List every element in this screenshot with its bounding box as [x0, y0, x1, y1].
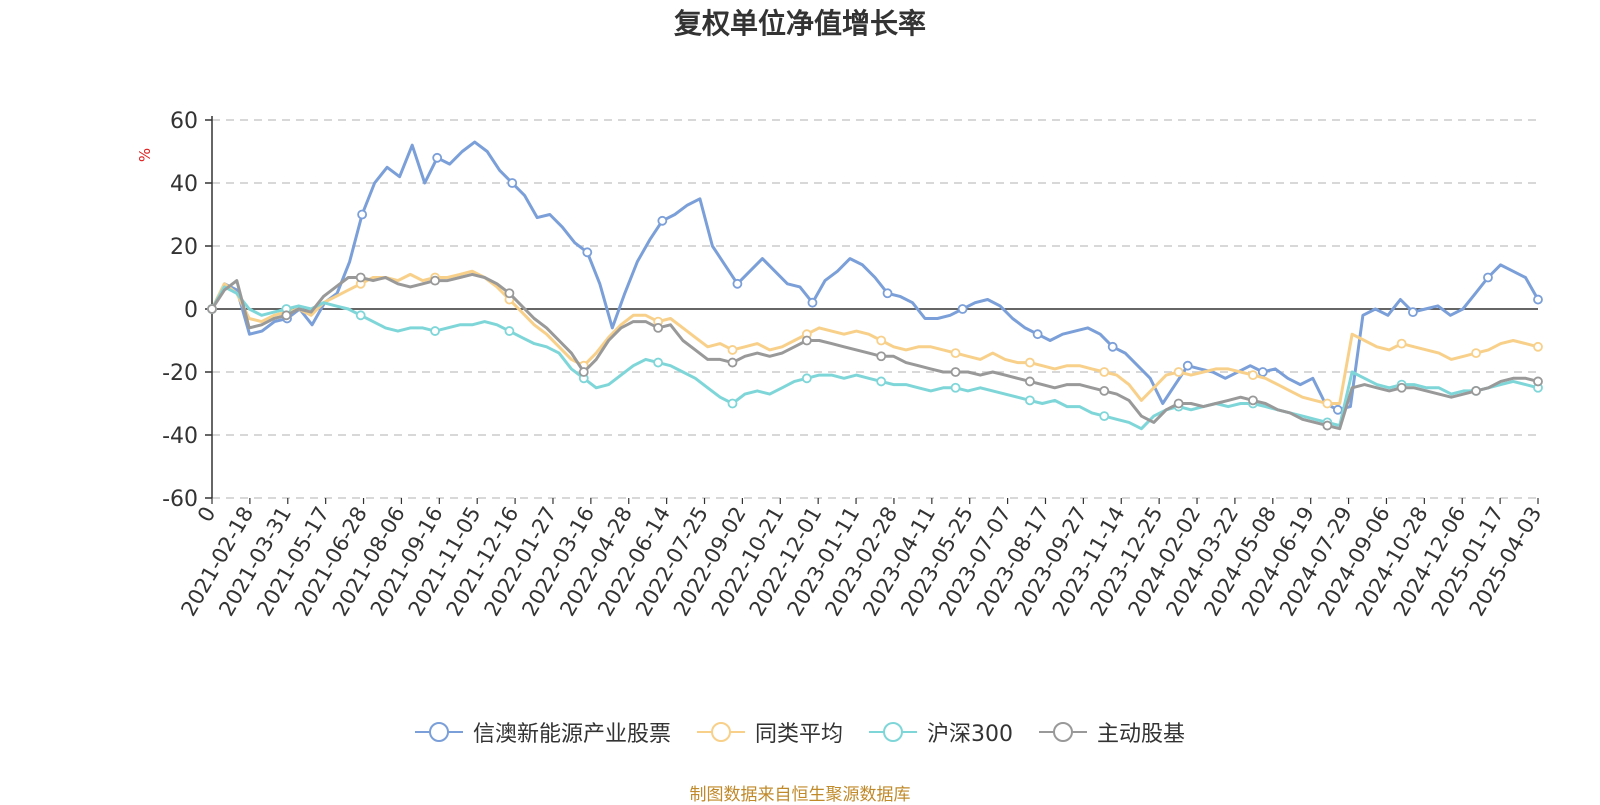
- data-point: [807, 297, 818, 308]
- data-point: [504, 288, 515, 299]
- data-point: [876, 335, 887, 346]
- legend-label-active-equity: 主动股基: [1097, 722, 1186, 747]
- data-point: [1248, 395, 1258, 406]
- data-point: [1322, 420, 1333, 431]
- data-point: [207, 304, 217, 314]
- data-point: [1173, 398, 1184, 409]
- data-point: [727, 345, 738, 355]
- y-tick-label: 60: [170, 109, 198, 134]
- data-point: [1025, 357, 1035, 368]
- data-point: [1032, 329, 1043, 340]
- line-chart: 6040200-20-40-6002021-02-182021-03-31202…: [162, 109, 1546, 620]
- data-point: [1099, 411, 1110, 422]
- data-point: [1483, 272, 1493, 283]
- data-point: [432, 152, 443, 163]
- data-point: [1248, 370, 1258, 381]
- data-point: [657, 215, 668, 226]
- y-tick-label: -60: [162, 487, 198, 512]
- data-point: [1173, 367, 1184, 377]
- data-point: [1322, 398, 1333, 409]
- legend-item-fund[interactable]: 信澳新能源产业股票: [414, 716, 671, 748]
- legend-item-peer-average[interactable]: 同类平均: [696, 716, 843, 748]
- series-line-1: [210, 269, 1539, 405]
- data-point: [1025, 395, 1035, 406]
- data-point: [950, 348, 961, 359]
- data-point: [1533, 341, 1543, 352]
- data-point: [357, 209, 368, 220]
- data-point: [882, 288, 893, 299]
- data-point: [1257, 367, 1268, 377]
- legend-marker-icon: [869, 722, 917, 742]
- data-point: [504, 326, 515, 336]
- y-tick-label: -40: [162, 424, 198, 449]
- y-tick-label: 40: [170, 172, 198, 197]
- data-point: [1396, 382, 1407, 393]
- data-point: [1533, 376, 1543, 387]
- legend-item-csi300[interactable]: 沪深300: [869, 716, 1013, 748]
- legend-marker-icon: [1039, 722, 1087, 742]
- data-point: [727, 357, 738, 368]
- data-point: [507, 178, 518, 188]
- data-point: [653, 322, 664, 333]
- data-point: [801, 335, 812, 346]
- chart-title: 复权单位净值增长率: [673, 7, 926, 40]
- data-point: [732, 278, 743, 289]
- data-point: [876, 351, 887, 362]
- legend-marker-icon: [414, 722, 463, 742]
- data-point: [1099, 367, 1110, 377]
- data-point: [1025, 376, 1035, 387]
- data-point: [281, 310, 292, 321]
- legend-marker-icon: [696, 722, 745, 742]
- y-tick-label: 20: [170, 235, 198, 260]
- data-point: [1471, 385, 1481, 396]
- data-point: [355, 310, 366, 321]
- data-point: [430, 326, 440, 336]
- data-point: [801, 373, 812, 384]
- data-source-note: 制图数据来自恒生聚源数据库: [689, 785, 911, 805]
- legend-label-fund: 信澳新能源产业股票: [472, 722, 671, 747]
- data-point: [957, 304, 968, 314]
- data-point: [1533, 294, 1543, 305]
- data-point: [1107, 341, 1118, 352]
- data-point: [578, 367, 589, 377]
- data-point: [950, 367, 961, 377]
- data-point: [1408, 307, 1418, 318]
- data-point: [582, 247, 593, 258]
- x-tick-label: 0: [193, 503, 220, 527]
- data-point: [355, 272, 366, 283]
- data-point: [1332, 404, 1343, 415]
- data-point: [1099, 385, 1110, 396]
- legend-label-peer-average: 同类平均: [754, 722, 843, 747]
- data-point: [430, 275, 440, 286]
- data-point: [653, 357, 664, 368]
- y-tick-label: 0: [184, 298, 198, 323]
- data-point: [1471, 348, 1481, 359]
- data-point: [950, 382, 961, 393]
- data-point: [876, 376, 887, 387]
- legend-label-csi300: 沪深300: [927, 722, 1013, 747]
- legend-item-active-equity[interactable]: 主动股基: [1039, 716, 1185, 748]
- data-point: [727, 398, 738, 409]
- data-point: [1182, 360, 1193, 371]
- data-point: [1396, 338, 1407, 349]
- y-tick-label: -20: [162, 361, 198, 386]
- series-line-0: [210, 140, 1540, 412]
- chart-legend: 信澳新能源产业股票 同类平均 沪深300 主动股基: [0, 716, 1600, 748]
